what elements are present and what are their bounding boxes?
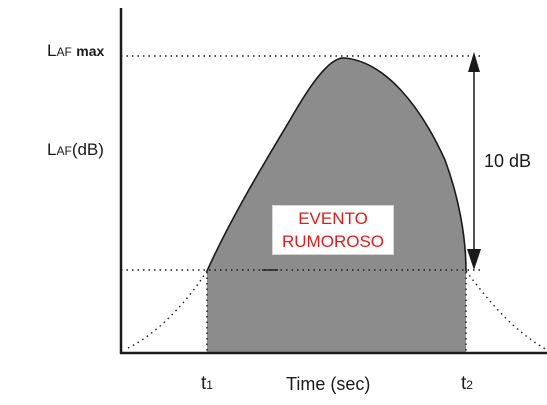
t1-label-sub: 1 [206, 378, 213, 392]
delta-db-label: 10 dB [484, 151, 532, 171]
y-axis-label: LAF(dB) [47, 141, 104, 159]
y-axis-label-unit: (dB) [71, 140, 104, 159]
t1-label: t1 [201, 374, 213, 393]
lafmax-label: LAF max [47, 42, 104, 60]
lafmax-label-suffix: max [76, 43, 105, 59]
noise-curve [206, 57, 467, 272]
t2-label-main: t [461, 373, 467, 394]
t1-label-main: t [201, 373, 207, 394]
curve-tail-left [127, 270, 208, 349]
delta-arrow-down-head [467, 249, 481, 270]
event-label-line2: RUMOROSO [282, 232, 384, 251]
lafmax-label-main: L [47, 41, 57, 60]
y-axis-label-main: L [47, 140, 57, 159]
lafmax-label-sub: AF [56, 45, 72, 59]
t2-label-sub: 2 [466, 378, 473, 392]
event-label-line1: EVENTO [298, 209, 368, 228]
curve-tail-right [465, 270, 547, 351]
event-label-box [272, 205, 394, 255]
t2-label: t2 [461, 374, 473, 393]
delta-arrow-up-head [468, 52, 480, 72]
x-axis-label: Time (sec) [286, 374, 371, 394]
y-axis-label-sub: AF [56, 144, 72, 158]
